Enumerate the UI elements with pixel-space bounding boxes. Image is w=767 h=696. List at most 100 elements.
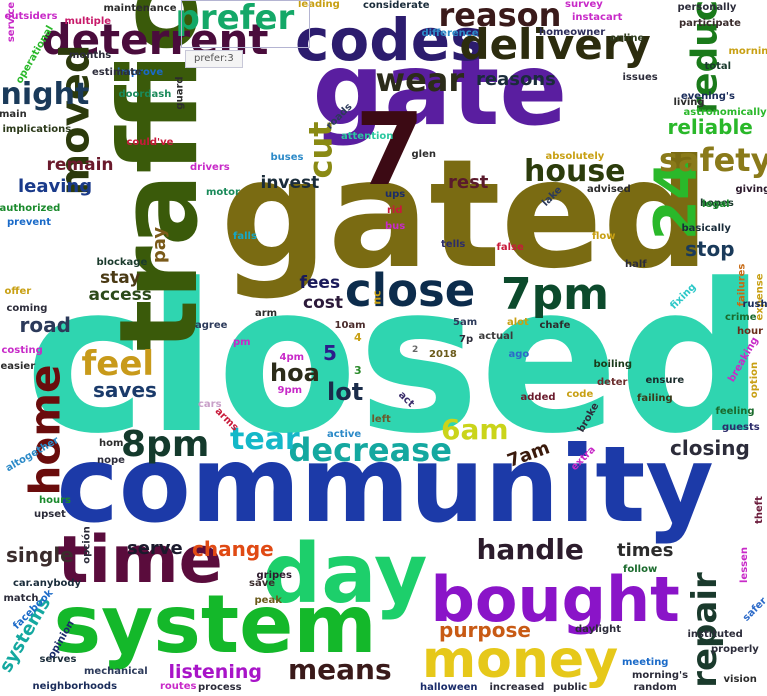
word-hour: hour <box>737 326 764 337</box>
word-estimate: estimate <box>92 67 142 78</box>
word-match: match <box>3 593 39 604</box>
word-could-ve: could've <box>126 137 174 148</box>
word-prefer: prefer <box>175 0 295 38</box>
word-online: online <box>609 33 645 44</box>
word-night: night <box>0 77 90 112</box>
word-money: money <box>422 630 619 690</box>
word-costing: costing <box>1 345 43 356</box>
word-legal: legal <box>702 199 730 210</box>
word-safer: safer <box>740 595 767 624</box>
word-authorized: authorized <box>0 203 61 214</box>
word-reasons: reasons <box>476 69 556 90</box>
word-system: system <box>53 578 377 671</box>
word-crime: crime <box>725 312 757 323</box>
word-3: 3 <box>354 363 362 377</box>
word-mechanical: mechanical <box>84 666 148 677</box>
word-option: option <box>749 361 761 399</box>
word-follow: follow <box>623 564 658 575</box>
word-offer: offer <box>4 286 32 297</box>
word-alot: alot <box>507 317 529 328</box>
word-tear: tear <box>230 422 300 457</box>
word-bought: bought <box>430 563 680 636</box>
word-tooltip: prefer:3 <box>185 50 243 68</box>
word-added: added <box>520 392 556 403</box>
word-total: total <box>704 61 732 72</box>
word-remain: remain <box>46 154 114 175</box>
word-blockage: blockage <box>96 257 148 268</box>
word-giving: giving <box>735 184 767 195</box>
word-routes: routes <box>160 681 197 692</box>
word-9pm: 9pm <box>277 385 303 396</box>
word-process: process <box>198 682 242 693</box>
word-hom: hom <box>99 438 124 449</box>
word-times: times <box>617 540 674 561</box>
word-wear: wear <box>375 61 465 99</box>
word-participate: participate <box>679 18 741 29</box>
word-improve: improve <box>117 67 164 78</box>
word-boiling: boiling <box>593 359 633 370</box>
word-codes: codes <box>295 6 485 74</box>
word-active: active <box>327 429 362 440</box>
word-gated: gated <box>220 128 710 302</box>
word-difference: difference <box>421 28 479 39</box>
word-change: change <box>192 537 274 561</box>
word-saves: saves <box>93 378 157 402</box>
word-half: half <box>625 259 647 270</box>
word-buses: buses <box>270 152 304 163</box>
word-pay: pay <box>149 226 171 264</box>
word-nc: nc <box>370 289 384 305</box>
word-feeling: feeling <box>715 406 755 417</box>
word-halloween: halloween <box>420 682 478 693</box>
word-properly: properly <box>711 644 759 655</box>
word-listening: listening <box>168 660 262 683</box>
word-public: public <box>553 682 588 693</box>
word-easier: easier <box>0 361 36 372</box>
word-4: 4 <box>354 330 362 344</box>
word-hopes: hopes <box>700 198 734 209</box>
word-drivers: drivers <box>190 162 230 173</box>
word-7pm: 7pm <box>501 269 609 320</box>
word-neighborhoods: neighborhoods <box>32 681 118 692</box>
word-bus: bus <box>385 221 406 232</box>
word-pm: pm <box>233 337 251 348</box>
word-day: day <box>262 527 428 622</box>
word-7: 7 <box>355 91 425 208</box>
word-rest: rest <box>448 172 489 193</box>
word-car-anybody: car.anybody <box>13 578 82 589</box>
word-agree: agree <box>195 320 228 331</box>
word-instacart: instacart <box>572 12 623 23</box>
word-morning-s: morning's <box>632 670 689 681</box>
word-guests: guests <box>722 422 760 433</box>
word-left: left <box>371 414 391 425</box>
word-access: access <box>88 284 152 305</box>
word-vision: vision <box>723 674 757 685</box>
word-upset: upset <box>34 509 66 520</box>
word-2018: 2018 <box>429 349 457 360</box>
word-single: single <box>6 543 74 567</box>
word-5: 5 <box>323 341 337 365</box>
word-nope: nope <box>97 455 125 466</box>
word-tells: tells <box>441 239 466 250</box>
word-leaving: leaving <box>18 176 93 197</box>
word-basically: basically <box>681 223 731 234</box>
word-issues: issues <box>622 72 658 83</box>
word-main: main <box>0 109 27 120</box>
word-closed: closed <box>25 240 766 479</box>
word-home: home <box>20 364 70 496</box>
word-chafe: chafe <box>539 320 571 331</box>
word-7p: 7p <box>459 334 474 345</box>
word-falls: falls <box>233 231 257 242</box>
word-stay: stay <box>100 267 141 288</box>
word-personally: personally <box>677 2 737 13</box>
word-living: living <box>673 97 705 108</box>
word-safety: safety <box>659 141 767 179</box>
word-cost: cost <box>303 292 344 313</box>
word-10am: 10am <box>334 320 366 331</box>
word-daylight: daylight <box>575 624 622 635</box>
word-reason: reason <box>438 0 562 34</box>
word-meeting: meeting <box>622 657 669 668</box>
word-closing: closing <box>670 436 750 460</box>
hover-highlight-box <box>181 0 310 48</box>
word-implications: implications <box>2 124 72 135</box>
word-hoa: hoa <box>270 359 320 387</box>
